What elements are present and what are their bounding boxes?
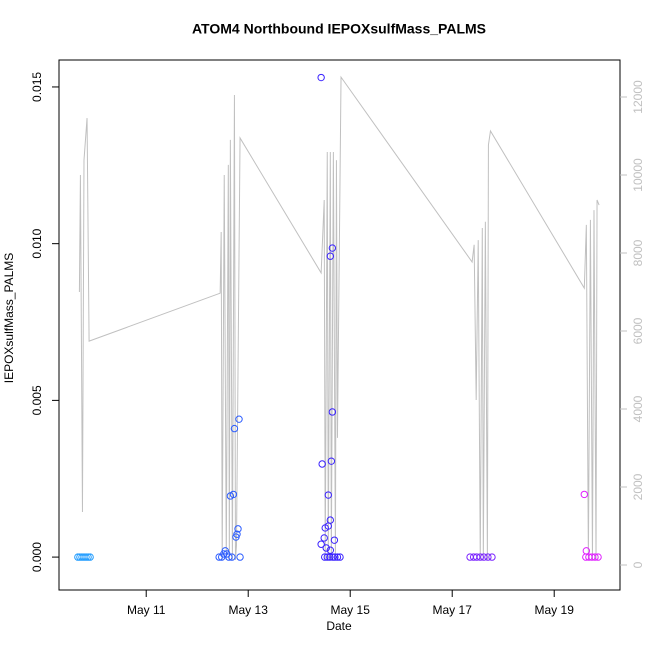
x-axis-label: Date [326,619,352,633]
point [327,457,336,465]
point [321,524,329,532]
chart-title: ATOM4 Northbound IEPOXsulfMass_PALMS [192,21,486,37]
point [333,553,342,561]
point [591,553,599,561]
y-axis-label: IEPOXsulfMass_PALMS [2,253,16,384]
point [326,546,335,554]
altitude-line [78,75,600,560]
x-tick-label: May 17 [433,603,473,617]
x-tick-label: May 15 [331,603,371,617]
point [329,553,337,561]
point [84,553,92,561]
y-tick-label: 0.010 [30,228,44,258]
point [322,544,330,552]
point [229,490,238,499]
point [580,490,588,499]
point [317,540,325,548]
point [484,553,492,561]
y-tick-label: 0.000 [30,542,44,572]
point [472,553,481,561]
point [330,536,339,544]
point [230,424,239,433]
y-tick-label: 0.015 [30,72,44,102]
point [232,533,240,541]
point [328,408,337,416]
point [320,534,328,542]
point [323,553,331,561]
point [324,491,332,499]
y-tick-label: 0.005 [30,385,44,415]
point [336,553,344,561]
point [236,553,244,561]
y2-tick-label: 0 [631,561,645,568]
point [318,460,326,468]
point [331,553,339,561]
point [488,553,496,561]
y2-tick-label: 12000 [631,80,645,114]
point [86,553,94,561]
point [328,244,337,252]
y2-tick-label: 8000 [631,239,645,266]
point [82,553,90,561]
plot-box [58,59,621,591]
x-tick-label: May 19 [535,603,575,617]
point [480,553,488,561]
point [228,553,236,561]
y2-tick-label: 6000 [631,317,645,344]
point [594,553,602,561]
x-tick-label: May 13 [229,603,269,617]
y2-tick-label: 4000 [631,395,645,422]
point [235,415,243,423]
y2-tick-label: 2000 [631,473,645,500]
point [234,525,242,533]
point [326,553,334,561]
x-tick-label: May 11 [127,603,166,617]
point [225,553,233,561]
y2-tick-label: 10000 [631,158,645,192]
point [321,553,329,561]
point [317,73,325,82]
point [476,553,484,561]
point [326,252,335,260]
